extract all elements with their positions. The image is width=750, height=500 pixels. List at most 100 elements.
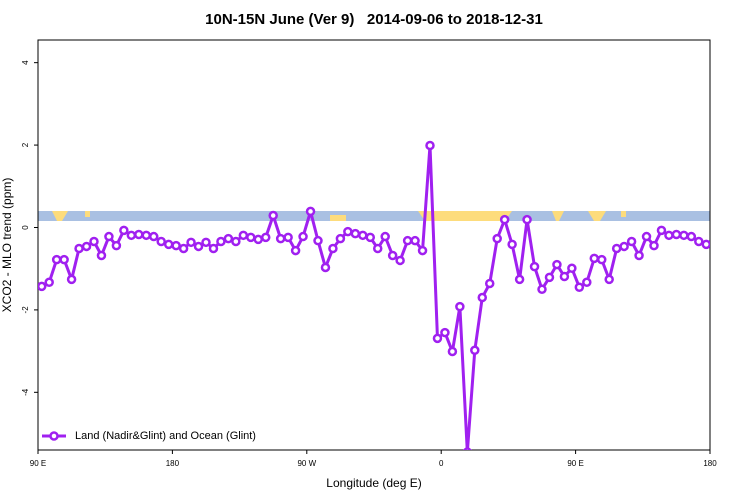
data-point	[163, 239, 174, 250]
legend-marker	[49, 431, 59, 441]
data-point	[656, 225, 667, 236]
data-point	[529, 261, 540, 272]
data-point	[574, 282, 585, 292]
data-point	[425, 140, 435, 151]
data-point	[671, 229, 682, 240]
plot-area	[38, 140, 710, 450]
data-point	[148, 231, 159, 242]
data-point	[51, 254, 62, 265]
data-point	[313, 235, 323, 246]
data-point	[559, 271, 570, 282]
data-point	[343, 226, 353, 237]
y-tick-label: 0	[21, 225, 30, 230]
data-point	[402, 235, 413, 246]
data-point	[410, 235, 420, 246]
data-point	[694, 236, 704, 247]
x-tick-label: 180	[166, 459, 180, 468]
data-point	[111, 240, 122, 251]
data-point	[499, 214, 510, 225]
series-line	[41, 143, 707, 450]
data-point	[455, 301, 465, 312]
data-point	[484, 278, 495, 289]
data-point	[641, 231, 652, 242]
data-point	[350, 228, 361, 239]
data-point	[253, 234, 264, 245]
data-point	[387, 250, 398, 261]
data-point	[365, 232, 376, 243]
data-point	[604, 274, 614, 285]
data-point	[634, 250, 644, 261]
data-point	[193, 241, 204, 252]
x-tick-label: 90 E	[567, 459, 583, 468]
data-point	[619, 241, 629, 252]
x-tick-label: 0	[439, 459, 444, 468]
data-point	[514, 274, 525, 285]
x-tick-label: 90 E	[30, 459, 46, 468]
y-tick-label: -2	[21, 306, 30, 314]
y-axis-label: XCO2 - MLO trend (ppm)	[0, 178, 14, 313]
data-point	[283, 232, 293, 243]
data-point	[649, 240, 659, 251]
data-point	[686, 231, 697, 242]
legend: Land (Nadir&Glint) and Ocean (Glint)	[42, 430, 256, 442]
data-point	[96, 250, 107, 261]
data-point	[74, 243, 84, 254]
data-point	[432, 333, 443, 344]
data-point	[223, 233, 234, 244]
data-point	[89, 236, 99, 247]
data-point	[507, 239, 517, 250]
data-point	[275, 233, 286, 244]
x-tick-label: 180	[703, 459, 717, 468]
data-point	[238, 230, 249, 241]
data-point	[417, 245, 428, 256]
data-point	[104, 231, 114, 242]
data-point	[447, 346, 458, 357]
data-point	[477, 292, 488, 303]
data-point	[156, 236, 166, 247]
data-point	[134, 229, 144, 240]
data-point	[260, 232, 271, 243]
data-point	[119, 225, 129, 236]
data-point	[701, 239, 710, 250]
y-tick-label: 2	[21, 142, 30, 147]
data-point	[38, 281, 47, 292]
data-point	[81, 241, 92, 252]
data-point	[537, 284, 547, 295]
data-point	[178, 243, 189, 254]
data-point	[246, 232, 256, 243]
data-point	[358, 230, 368, 241]
data-point	[492, 233, 502, 244]
data-point	[463, 447, 472, 450]
data-point	[372, 243, 383, 254]
data-point	[171, 240, 181, 251]
data-point	[522, 214, 532, 225]
legend-label: Land (Nadir&Glint) and Ocean (Glint)	[75, 430, 256, 442]
data-point	[567, 263, 577, 274]
data-point	[305, 206, 316, 217]
data-point	[589, 253, 600, 264]
data-point	[268, 210, 278, 221]
data-point	[552, 259, 562, 270]
data-point	[664, 230, 674, 241]
data-point	[320, 262, 331, 273]
data-point	[440, 327, 450, 338]
data-point	[216, 236, 226, 247]
data-point	[208, 243, 219, 254]
data-point	[126, 230, 137, 241]
data-point	[582, 277, 592, 288]
x-axis-label: Longitude (deg E)	[326, 476, 421, 490]
data-point	[626, 236, 637, 247]
data-point	[44, 277, 54, 288]
data-point	[59, 254, 69, 265]
band	[38, 211, 710, 221]
data-point	[290, 245, 301, 256]
data-point	[141, 230, 152, 241]
data-point	[679, 230, 689, 241]
data-point	[298, 231, 308, 242]
data-point	[380, 231, 390, 242]
chart-title: 10N-15N June (Ver 9) 2014-09-06 to 2018-…	[205, 11, 543, 28]
x-tick-label: 90 W	[297, 459, 316, 468]
data-point	[66, 274, 77, 285]
data-point	[201, 237, 211, 248]
